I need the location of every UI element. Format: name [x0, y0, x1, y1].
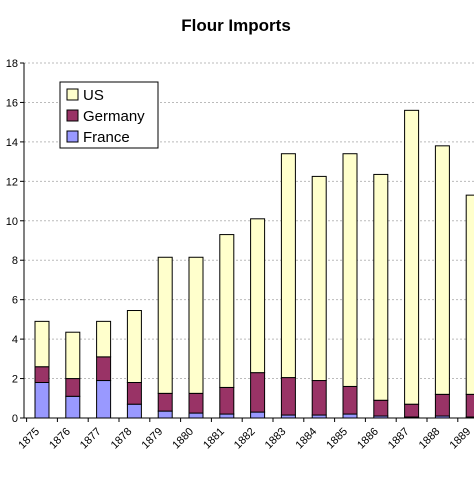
- y-tick-label: 14: [6, 137, 18, 149]
- legend-label-us: US: [83, 87, 104, 104]
- bar-germany-1885: [342, 385, 358, 415]
- bar-us-1888: [434, 145, 450, 395]
- bar-us-1889: [465, 194, 474, 395]
- bar-germany-1889: [465, 393, 474, 418]
- x-tick-label: 1888: [417, 426, 443, 452]
- y-tick-label: 18: [6, 58, 18, 70]
- bar-germany-1883: [280, 377, 296, 416]
- y-tick-label: 8: [12, 255, 18, 267]
- bar-germany-1884: [311, 380, 327, 416]
- chart-title: Flour Imports: [181, 16, 291, 35]
- y-tick-label: 16: [6, 97, 18, 109]
- bar-germany-1882: [250, 372, 266, 413]
- bar-germany-1875: [34, 366, 50, 384]
- bar-germany-1878: [126, 382, 142, 405]
- bar-france-1879: [157, 410, 173, 419]
- bar-france-1878: [126, 403, 142, 419]
- x-tick-label: 1880: [170, 426, 196, 452]
- bar-us-1879: [157, 256, 173, 394]
- legend-swatch-france: [66, 130, 79, 143]
- bar-germany-1877: [96, 356, 112, 382]
- legend-swatch-us: [66, 88, 79, 101]
- x-tick-label: 1875: [16, 426, 42, 452]
- legend-label-germany: Germany: [83, 108, 145, 125]
- bar-france-1875: [34, 382, 50, 419]
- x-tick-label: 1879: [140, 426, 166, 452]
- x-tick-label: 1882: [232, 426, 258, 452]
- x-tick-label: 1877: [78, 426, 104, 452]
- bar-france-1880: [188, 412, 204, 419]
- bar-us-1875: [34, 320, 50, 368]
- y-tick-label: 4: [12, 334, 18, 346]
- y-tick-label: 12: [6, 176, 18, 188]
- bar-france-1885: [342, 413, 358, 419]
- bar-germany-1888: [434, 393, 450, 417]
- legend-swatch-germany: [66, 109, 79, 122]
- bar-us-1877: [96, 320, 112, 358]
- bar-us-1876: [65, 331, 81, 380]
- bar-germany-1880: [188, 392, 204, 414]
- bar-us-1881: [219, 234, 235, 388]
- gridlines: [24, 62, 474, 380]
- y-tick-label: 2: [12, 374, 18, 386]
- x-tick-label: 1884: [294, 426, 320, 452]
- x-tick-label: 1885: [324, 426, 350, 452]
- bar-us-1885: [342, 153, 358, 387]
- x-tick-label: 1883: [263, 426, 289, 452]
- bar-us-1884: [311, 175, 327, 382]
- bar-germany-1887: [404, 403, 420, 418]
- bar-germany-1881: [219, 386, 235, 415]
- bar-france-1876: [65, 395, 81, 419]
- legend: US Germany France: [59, 81, 159, 149]
- bar-france-1882: [250, 411, 266, 419]
- bar-france-1877: [96, 380, 112, 419]
- x-tick-label: 1887: [386, 426, 412, 452]
- x-tick-label: 1881: [201, 426, 227, 452]
- y-tick-label: 0: [12, 413, 18, 425]
- x-tick-label: 1876: [47, 426, 73, 452]
- bar-us-1887: [404, 109, 420, 405]
- bars: [34, 109, 474, 419]
- bar-germany-1886: [373, 399, 389, 417]
- y-tick-label: 10: [6, 216, 18, 228]
- x-tick-label: 1886: [355, 426, 381, 452]
- bar-us-1883: [280, 153, 296, 379]
- y-tick-label: 6: [12, 295, 18, 307]
- bar-france-1881: [219, 413, 235, 419]
- bar-us-1886: [373, 173, 389, 401]
- bar-germany-1879: [157, 392, 173, 412]
- bar-us-1878: [126, 310, 142, 383]
- bar-us-1880: [188, 256, 204, 394]
- bar-germany-1876: [65, 378, 81, 397]
- x-tick-label: 1889: [448, 426, 474, 452]
- x-tick-label: 1878: [109, 426, 135, 452]
- legend-label-france: France: [83, 129, 130, 146]
- bar-us-1882: [250, 218, 266, 374]
